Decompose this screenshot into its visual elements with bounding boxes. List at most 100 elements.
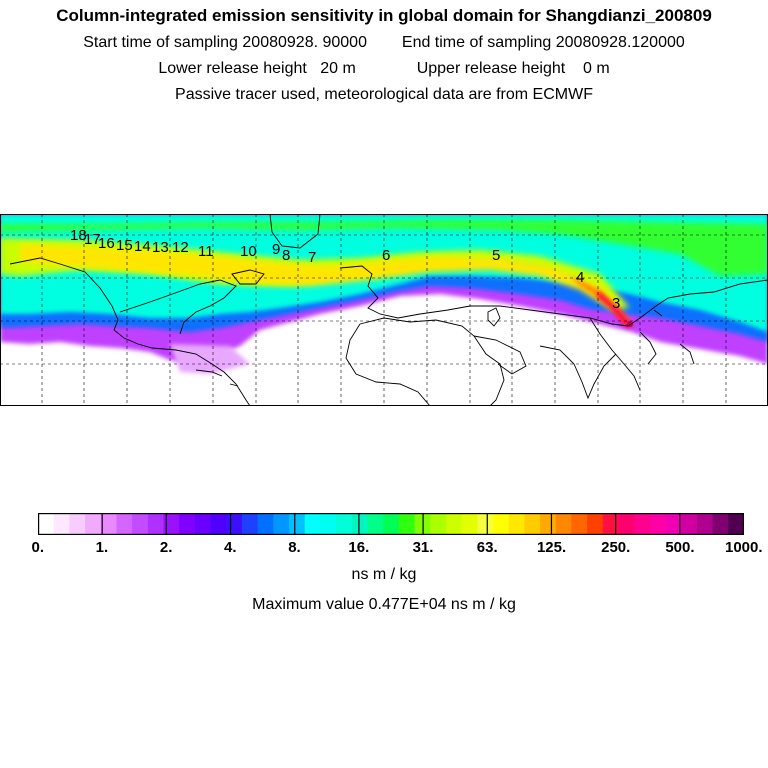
colorbar-cell: [445, 513, 462, 535]
colorbar-frame: [38, 513, 744, 535]
colorbar-cell: [634, 513, 651, 535]
colorbar-cell: [508, 513, 525, 535]
colorbar-cell: [257, 513, 274, 535]
colorbar-cell: [461, 513, 478, 535]
traj-label-14: 14: [134, 238, 151, 255]
traj-label-10: 10: [240, 243, 257, 260]
sensitivity-map: 18 17 16 15 14 13 12 11 10 9 8 7 6 5 4 3: [0, 214, 768, 406]
colorbar-cell: [132, 513, 149, 535]
plume-lilac: [170, 344, 250, 374]
colorbar-cell: [540, 513, 557, 535]
colorbar-cell: [618, 513, 635, 535]
traj-label-15: 15: [116, 237, 133, 254]
arabia-coast: [473, 335, 527, 375]
colorbar-cell: [398, 513, 415, 535]
colorbar-cell: [163, 513, 180, 535]
greenland-coast: [269, 214, 321, 249]
traj-label-8: 8: [282, 247, 290, 264]
colorbar-cell: [524, 513, 541, 535]
india-coast: [539, 345, 617, 400]
upper-value: 0 m: [583, 60, 610, 77]
colorbar-cell: [194, 513, 211, 535]
colorbar-cell: [665, 513, 682, 535]
colorbar-cell: [712, 513, 729, 535]
colorbar-tick-label: 0.: [31, 539, 45, 556]
upper-label: Upper release height: [416, 60, 566, 77]
colorbar-cell: [179, 513, 196, 535]
colorbar-tick-label: 16.: [348, 539, 370, 556]
colorbar-dividers: [101, 513, 681, 535]
colorbar-cell: [430, 513, 447, 535]
graticule: [0, 214, 768, 406]
colorbar-cell: [273, 513, 290, 535]
traj-label-4: 4: [576, 269, 584, 286]
colorbar-cell: [587, 513, 604, 535]
lower-value: 20 m: [320, 60, 356, 77]
colorbar-cell: [351, 513, 368, 535]
trajectory-labels: 18 17 16 15 14 13 12 11 10 9 8 7 6 5 4 3: [70, 227, 620, 312]
tracer-note: Passive tracer used, meteorological data…: [175, 86, 593, 103]
colorbar-tick-label: 125.: [536, 539, 567, 556]
colorbar-tick-label: 63.: [476, 539, 498, 556]
chart-title: Column-integrated emission sensitivity i…: [56, 6, 712, 25]
colorbar-tick-label: 4.: [224, 539, 237, 556]
colorbar-tick-label: 1000.: [725, 539, 763, 556]
colorbar-cell: [681, 513, 698, 535]
colorbar-cell: [85, 513, 102, 535]
colorbar-cell: [210, 513, 227, 535]
colorbar-cell: [383, 513, 400, 535]
colorbar-cell: [336, 513, 353, 535]
colorbar-cell: [100, 513, 117, 535]
traj-label-12: 12: [172, 239, 189, 256]
colorbar: [38, 513, 744, 535]
north-america-coast: [9, 257, 265, 406]
traj-label-13: 13: [152, 239, 169, 256]
colorbar-cell: [304, 513, 321, 535]
colorbar-tick-label: 8.: [288, 539, 301, 556]
islands: [195, 309, 695, 387]
start-value: 20080928. 90000: [242, 34, 367, 51]
colorbar-cell: [728, 513, 744, 535]
colorbar-cell: [241, 513, 259, 535]
colorbar-cell: [555, 513, 572, 535]
colorbar-cell: [147, 513, 164, 535]
release-heights: Lower release height 20 m Upper release …: [0, 60, 768, 78]
traj-label-17: 17: [84, 231, 101, 248]
traj-label-9: 9: [272, 241, 280, 258]
traj-label-3: 3: [612, 295, 620, 312]
sampling-times: Start time of sampling 20080928. 90000 E…: [0, 34, 768, 52]
colorbar-tick-label: 250.: [601, 539, 631, 556]
colorbar-cell: [53, 513, 70, 535]
colorbar-tick-label: 500.: [665, 539, 695, 556]
colorbar-cell: [649, 513, 666, 535]
colorbar-cell: [69, 513, 86, 535]
colorbar-cell: [289, 513, 306, 535]
colorbar-tick-label: 1.: [95, 539, 109, 556]
lower-label: Lower release height: [158, 60, 307, 77]
caspian-coast: [487, 307, 501, 327]
colorbar-cell: [492, 513, 510, 535]
colorbar-tick-label: 2.: [159, 539, 173, 556]
traj-label-11: 11: [198, 243, 214, 260]
colorbar-cell: [602, 513, 619, 535]
colorbar-cell: [320, 513, 337, 535]
colorbar-cell: [226, 513, 243, 535]
traj-label-7: 7: [308, 249, 316, 266]
colorbar-cell: [367, 513, 384, 535]
coastlines: [9, 214, 768, 406]
traj-label-18: 18: [70, 227, 87, 244]
colorbar-cell: [38, 513, 55, 535]
colorbar-cell: [696, 513, 714, 535]
colorbar-cell: [477, 513, 494, 535]
colorbar-tick-label: 31.: [412, 539, 434, 556]
traj-label-5: 5: [492, 247, 500, 264]
plume-red: [596, 292, 634, 328]
end-value: 20080928.120000: [555, 34, 685, 51]
end-label: End time of sampling: [401, 34, 552, 51]
eurasia-coast: [339, 265, 768, 391]
start-label: Start time of sampling: [83, 34, 238, 51]
plume-green: [0, 220, 768, 276]
maximum-value: Maximum value 0.477E+04 ns m / kg: [252, 596, 516, 613]
traj-label-6: 6: [382, 247, 390, 264]
colorbar-cells: [38, 513, 744, 535]
